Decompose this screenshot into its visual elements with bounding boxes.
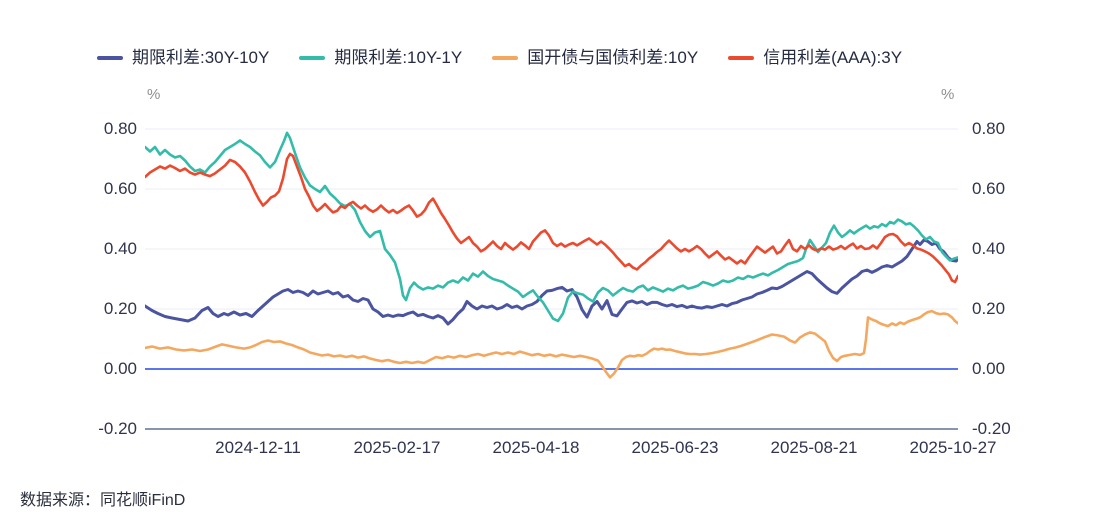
series-line-1 [145,131,958,323]
x-axis-tick: 2025-06-23 [631,438,719,457]
legend-line-marker-icon [728,56,755,60]
y-axis-tick-right: 0.80 [972,119,1006,138]
x-axis-tick: 2025-10-27 [909,438,997,457]
legend-line-marker-icon [299,56,326,60]
legend-line-marker-icon [492,56,519,60]
series-line-0 [145,238,958,326]
y-axis-tick-right: 0.60 [972,179,1006,198]
x-axis-tick: 2025-02-17 [353,438,441,457]
legend-item-label: 信用利差(AAA):3Y [763,48,903,67]
left-axis-unit-label: % [147,86,161,103]
y-axis-tick-right: 0.00 [972,359,1006,378]
x-axis-tick: 2024-12-11 [215,438,301,457]
y-axis-tick-left: 0.20 [103,299,137,318]
y-axis-tick-left: 0.40 [103,239,137,258]
legend-item-label: 期限利差:30Y-10Y [132,48,270,67]
legend-line-marker-icon [97,56,123,60]
series-line-3 [145,152,958,284]
legend-item-label: 期限利差:10Y-1Y [334,48,463,67]
legend-item-2[interactable]: 国开债与国债利差:10Y [492,47,698,69]
y-axis-tick-left: 0.60 [103,179,137,198]
legend-item-label: 国开债与国债利差:10Y [527,48,699,67]
y-axis-tick-right: 0.20 [972,299,1006,318]
series-line-2 [145,309,958,379]
y-axis-tick-left: 0.00 [103,359,137,378]
x-axis-tick: 2025-08-21 [770,438,858,457]
legend-item-3[interactable]: 信用利差(AAA):3Y [728,47,902,69]
x-axis-tick: 2025-04-18 [492,438,580,457]
y-axis-tick-left: -0.20 [98,419,137,438]
legend-item-0[interactable]: 期限利差:30Y-10Y [97,47,269,69]
plot-area [145,110,958,430]
legend-item-1[interactable]: 期限利差:10Y-1Y [299,47,462,69]
right-axis-unit-label: % [941,86,955,103]
legend: 期限利差:30Y-10Y 期限利差:10Y-1Y 国开债与国债利差:10Y 信用利差(… [97,47,902,69]
y-axis-tick-left: 0.80 [103,119,137,138]
source-note: 数据来源：同花顺iFinD [20,492,186,509]
y-axis-tick-right: -0.20 [972,419,1011,438]
line-chart [145,128,958,430]
y-axis-tick-right: 0.40 [972,239,1006,258]
